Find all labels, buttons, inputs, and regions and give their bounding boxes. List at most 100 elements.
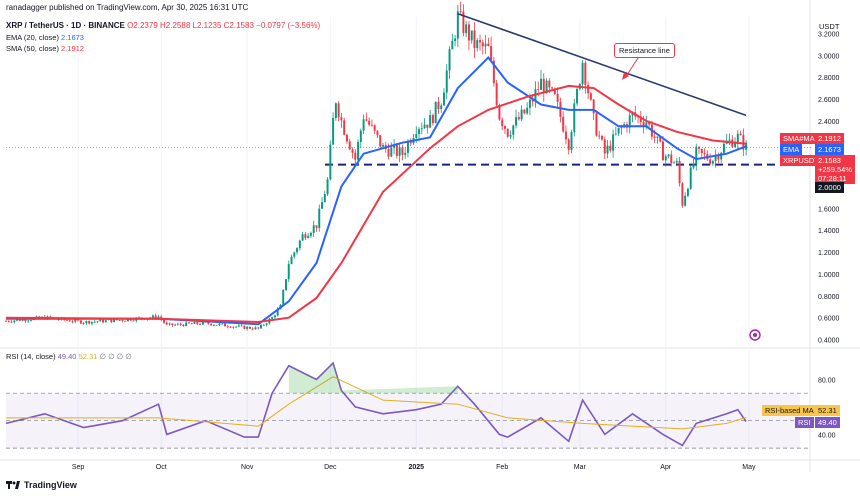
candle-body: [406, 141, 409, 153]
tradingview-logo[interactable]: TradingView: [6, 480, 77, 490]
candle-body: [243, 325, 246, 329]
candle-body: [614, 133, 617, 135]
candle-body: [240, 325, 243, 327]
candle-body: [337, 103, 340, 118]
candle-body: [309, 232, 312, 236]
sma-price-tag-value: 2.1912: [815, 133, 844, 144]
candle-body: [515, 117, 518, 126]
candle-body: [606, 145, 609, 154]
rsi-tick-label: 80.00: [818, 377, 836, 384]
rsi-tag-value: 49.40: [815, 417, 840, 428]
candle-body: [431, 115, 434, 124]
candle-body: [248, 326, 251, 329]
candle-body: [537, 89, 540, 90]
rsi-legend[interactable]: RSI (14, close) 49.40 52.31 ∅ ∅ ∅ ∅: [6, 352, 132, 361]
candle-body: [215, 324, 218, 326]
symbol-title[interactable]: XRP / TetherUS · 1D · BINANCE: [6, 21, 125, 30]
candle-body: [254, 327, 257, 330]
candle-body: [564, 131, 567, 140]
candle-body: [226, 326, 229, 328]
candle-body: [79, 320, 82, 324]
ema-price-tag: EMA: [780, 144, 803, 155]
rsi-tag: RSI: [795, 417, 814, 428]
candle-body: [273, 315, 276, 318]
rsi-overbought-fill: [288, 363, 458, 394]
candle-body: [126, 318, 129, 321]
candle-body: [465, 24, 468, 34]
candle-body: [639, 116, 642, 122]
price-tick-label: 3.2000: [818, 31, 840, 38]
candle-body: [340, 117, 343, 121]
candle-body: [290, 256, 293, 265]
sma-label: SMA (50, close): [6, 44, 59, 53]
candle-body: [728, 139, 731, 141]
candle-body: [540, 78, 542, 90]
candle-body: [509, 134, 512, 137]
candle-body: [121, 320, 124, 321]
candle-body: [742, 135, 745, 150]
candle-body: [512, 125, 515, 135]
candle-body: [673, 162, 676, 164]
price-tick-label: 2.6000: [818, 97, 840, 104]
candle-body: [298, 240, 301, 249]
candle-body: [523, 109, 526, 114]
time-tick-label: Apr: [660, 464, 672, 471]
candle-body: [85, 321, 88, 324]
candle-body: [71, 321, 74, 323]
candle-body: [154, 315, 157, 319]
annotation-arrowhead: [622, 72, 629, 80]
candle-body: [357, 142, 360, 160]
candle-body: [448, 49, 451, 71]
candle-body: [681, 183, 684, 206]
candle-body: [476, 40, 479, 49]
annotation-arrow: [624, 54, 641, 79]
candle-body: [21, 319, 24, 321]
candle-body: [10, 321, 13, 323]
candle-body: [495, 83, 498, 105]
ema-value: 2.1673: [61, 33, 84, 42]
candle-body: [645, 122, 648, 127]
candle-body: [598, 135, 601, 137]
candle-body: [132, 320, 135, 322]
candle-body: [82, 323, 85, 324]
resistance-annotation[interactable]: Resistance line: [614, 43, 675, 58]
candle-body: [542, 78, 545, 94]
candle-body: [334, 103, 337, 119]
candle-body: [151, 315, 154, 318]
candle-body: [548, 80, 551, 88]
rsi-tick-label: 40.00: [818, 432, 836, 439]
candle-body: [24, 319, 27, 322]
candle-body: [323, 194, 326, 203]
candle-body: [88, 321, 91, 324]
candle-body: [332, 118, 335, 145]
candle-body: [257, 327, 260, 329]
sma-legend[interactable]: SMA (50, close) 2.1912: [6, 44, 84, 53]
ohlc-high: H2.2588: [160, 21, 191, 30]
candle-body: [656, 136, 659, 138]
price-tick-label: 0.8000: [818, 294, 840, 301]
price-tick-label: 2.4000: [818, 119, 840, 126]
ema-legend[interactable]: EMA (20, close) 2.1673: [6, 33, 84, 42]
candle-body: [260, 324, 263, 329]
candle-body: [551, 87, 554, 89]
candle-body: [271, 317, 274, 319]
candle-body: [709, 159, 712, 164]
candle-body: [454, 38, 457, 41]
candle-body: [68, 320, 71, 322]
ohlc-open: O2.2379: [127, 21, 158, 30]
candle-body: [179, 323, 182, 325]
candle-body: [182, 324, 185, 326]
resistance-line: [457, 12, 747, 117]
candle-body: [312, 225, 315, 233]
price-tick-label: 1.0000: [818, 272, 840, 279]
candle-body: [321, 202, 323, 209]
replay-icon[interactable]: [748, 328, 762, 347]
rsi-label: RSI (14, close): [6, 352, 56, 361]
ema-line: [6, 55, 747, 326]
candle-body: [370, 124, 373, 126]
ohlc-low: L2.1235: [192, 21, 222, 30]
symbol-legend: XRP / TetherUS · 1D · BINANCE O2.2379 H2…: [6, 21, 320, 30]
sma-value: 2.1912: [61, 44, 84, 53]
candle-body: [443, 92, 445, 106]
